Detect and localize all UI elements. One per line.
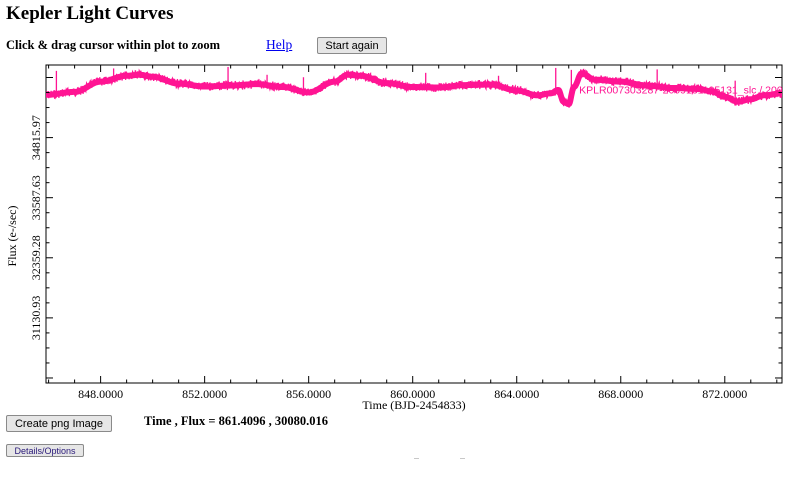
page-title: Kepler Light Curves [6, 3, 174, 24]
y-tick-label: 33587.63 [29, 175, 43, 220]
start-again-button[interactable]: Start again [317, 37, 387, 54]
plot-area[interactable] [45, 64, 783, 384]
y-tick-label: 32359.28 [29, 235, 43, 280]
y-tick-label: 31130.93 [29, 296, 43, 341]
y-tick-label: 34815.97 [29, 115, 43, 160]
series-label: KPLR007303287-2009131105131_slc / 200917… [579, 84, 799, 96]
x-tick-label: 860.0000 [390, 387, 435, 401]
x-tick-label: 864.0000 [494, 387, 539, 401]
x-axis-label: Time (BJD-2454833) [362, 398, 465, 412]
cursor-readout: Time , Flux = 861.4096 , 30080.016 [144, 414, 328, 428]
x-tick-label: 856.0000 [286, 387, 331, 401]
y-axis-label: Flux (e-/sec) [5, 206, 19, 267]
x-tick-label: 848.0000 [78, 387, 123, 401]
flux-series-noise [46, 68, 782, 108]
light-curve-plot[interactable]: KPLR007303287-2009131105131_slc / 200917… [0, 60, 799, 415]
create-png-button[interactable]: Create png Image [6, 415, 112, 432]
help-link[interactable]: Help [266, 37, 293, 52]
faint-dashes [414, 458, 474, 460]
x-tick-label: 872.0000 [702, 387, 747, 401]
x-tick-label: 868.0000 [598, 387, 643, 401]
x-tick-label: 852.0000 [182, 387, 227, 401]
details-options-button[interactable]: Details/Options [6, 444, 84, 457]
zoom-instructions: Click & drag cursor within plot to zoom [6, 38, 220, 52]
